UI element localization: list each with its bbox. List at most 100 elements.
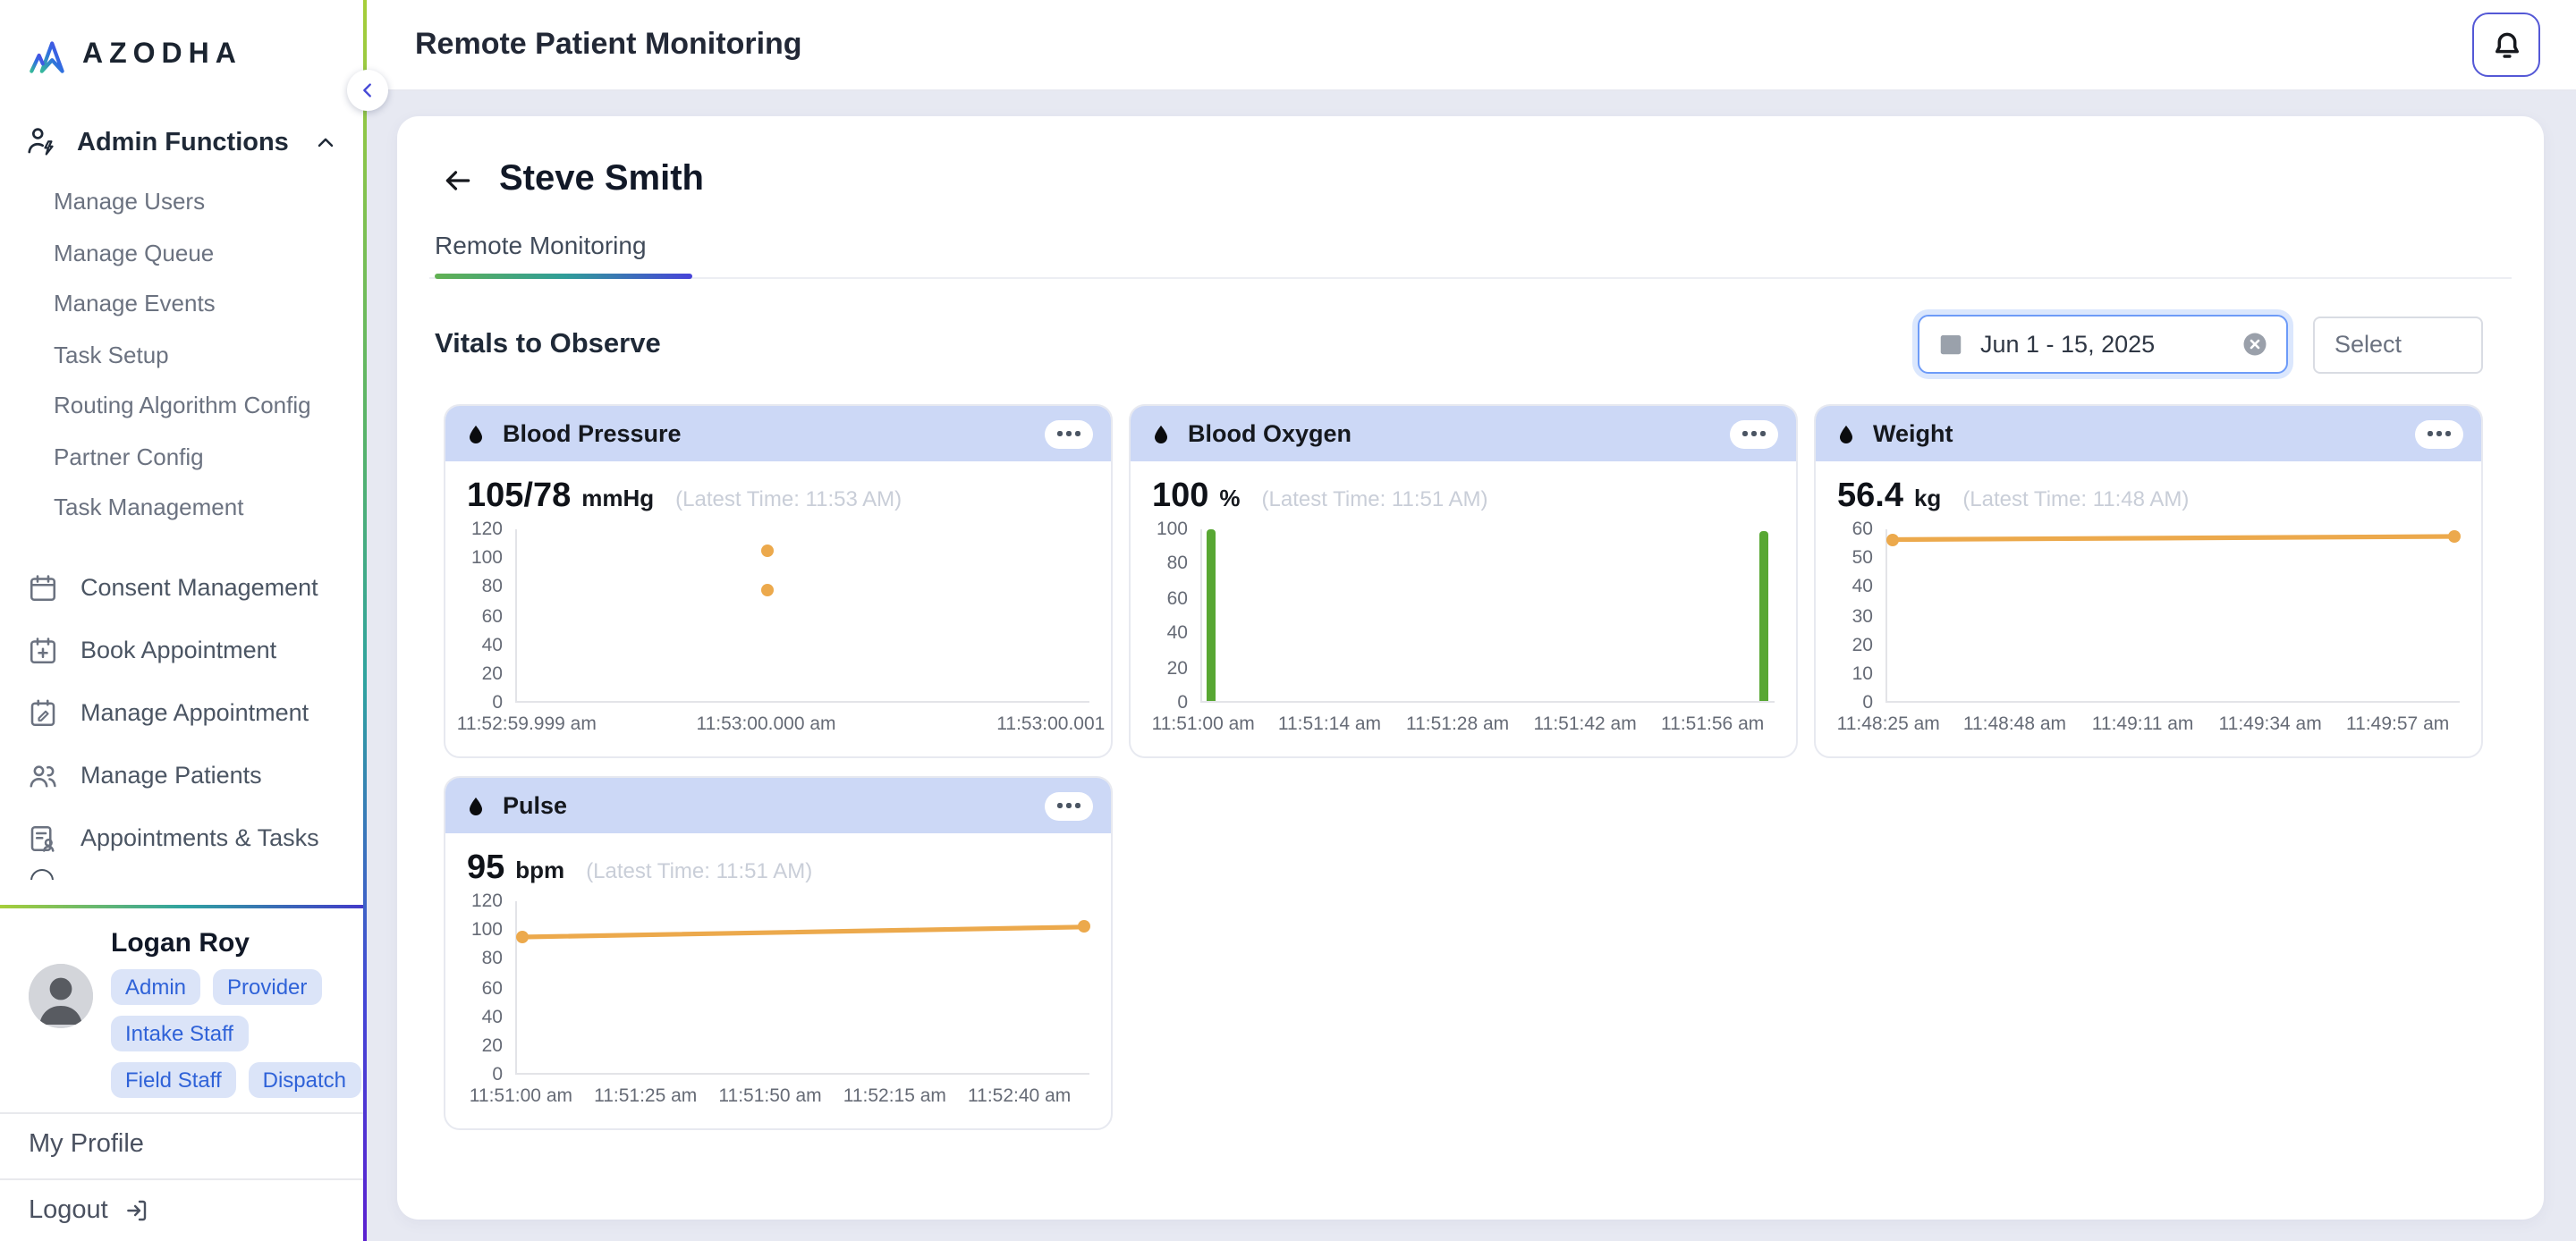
y-tick-label: 0 bbox=[492, 692, 503, 713]
y-tick-label: 20 bbox=[1852, 634, 1873, 656]
x-axis: 11:51:00 am 11:51:25 am 11:51:50 am 11:52:1… bbox=[470, 1075, 1089, 1110]
calendar-plus-icon bbox=[30, 637, 56, 663]
calendar-icon bbox=[1940, 335, 1962, 355]
sidebar-collapse-button[interactable] bbox=[347, 70, 388, 111]
x-tick-label: 11:51:50 am bbox=[718, 1085, 822, 1107]
sidebar-item-manage-patients[interactable]: Manage Patients bbox=[0, 744, 367, 806]
x-tick-label: 11:52:15 am bbox=[843, 1085, 946, 1107]
reading-value: 56.4 bbox=[1837, 477, 1903, 515]
y-tick-label: 20 bbox=[481, 663, 503, 685]
azodha-logo-icon bbox=[30, 40, 64, 72]
x-tick-label: 11:52:59.999 am bbox=[456, 713, 597, 735]
reading-value: 100 bbox=[1152, 477, 1209, 515]
y-tick-label: 0 bbox=[1862, 692, 1873, 713]
y-tick-label: 120 bbox=[470, 519, 503, 540]
card-menu-button[interactable] bbox=[1045, 419, 1093, 448]
patient-panel: Steve Smith Remote Monitoring Vitals to … bbox=[397, 116, 2544, 1220]
vital-card-blood-pressure: Blood Pressure 105/78 mmHg (Latest Time:… bbox=[444, 404, 1113, 758]
data-point bbox=[1077, 920, 1090, 933]
reading-unit: mmHg bbox=[581, 485, 655, 511]
data-point bbox=[2447, 530, 2461, 543]
brand-name: AZODHA bbox=[82, 39, 242, 70]
date-range-picker[interactable]: Jun 1 - 15, 2025 bbox=[1918, 315, 2288, 374]
blood-oxygen-chart: 100 80 60 40 20 0 11:51:00 am 11:51:14 am 11:51… bbox=[1151, 519, 1775, 739]
sidebar-menu: Consent Management Book Appointment Mana… bbox=[0, 556, 367, 880]
card-menu-button[interactable] bbox=[1730, 419, 1778, 448]
plot-area bbox=[515, 901, 1089, 1075]
top-header: Remote Patient Monitoring bbox=[367, 0, 2576, 89]
plot-area bbox=[1885, 529, 2460, 703]
x-axis: 11:48:25 am 11:48:48 am 11:49:11 am 11:49:3… bbox=[1837, 703, 2460, 739]
sidebar-item-manage-queue[interactable]: Manage Queue bbox=[54, 239, 215, 266]
card-menu-button[interactable] bbox=[2415, 419, 2463, 448]
tab-label: Remote Monitoring bbox=[435, 231, 647, 259]
reading-unit: % bbox=[1219, 485, 1241, 511]
date-range-value: Jun 1 - 15, 2025 bbox=[1980, 331, 2156, 358]
back-button[interactable] bbox=[440, 162, 476, 198]
sidebar-item-consent-management[interactable]: Consent Management bbox=[0, 556, 367, 619]
sidebar-item-admin-functions[interactable]: Admin Functions bbox=[0, 114, 367, 170]
sidebar-item-partner-config[interactable]: Partner Config bbox=[54, 443, 204, 469]
vital-card-weight: Weight 56.4 kg (Latest Time: 11:48 AM) 6… bbox=[1814, 404, 2483, 758]
sidebar-item-appointments-tasks[interactable]: Appointments & Tasks bbox=[0, 806, 367, 869]
droplet-icon bbox=[470, 425, 482, 443]
line-series bbox=[517, 901, 1089, 1073]
x-tick-label: 11:53:00.001 am bbox=[996, 713, 1111, 735]
sidebar-item-manage-events[interactable]: Manage Events bbox=[54, 290, 216, 317]
y-tick-label: 100 bbox=[1156, 519, 1188, 540]
section-title: Vitals to Observe bbox=[435, 328, 661, 359]
vital-title: Blood Pressure bbox=[503, 420, 682, 447]
sidebar-item-clipped bbox=[0, 869, 367, 880]
y-tick-label: 80 bbox=[481, 948, 503, 970]
reading-timestamp: (Latest Time: 11:53 AM) bbox=[675, 486, 902, 511]
main-area: Remote Patient Monitoring Steve Smith bbox=[367, 0, 2576, 1241]
x-tick-label: 11:53:00.000 am bbox=[696, 713, 836, 735]
plot-area bbox=[1200, 529, 1775, 703]
y-tick-label: 120 bbox=[470, 891, 503, 912]
x-tick-label: 11:51:56 am bbox=[1661, 713, 1765, 735]
droplet-icon bbox=[1840, 425, 1852, 443]
tab-remote-monitoring[interactable]: Remote Monitoring bbox=[435, 231, 694, 279]
user-lightning-icon bbox=[28, 128, 54, 156]
logout-link[interactable]: Logout bbox=[0, 1178, 367, 1241]
vitals-select[interactable]: Select bbox=[2313, 316, 2483, 373]
tab-bar: Remote Monitoring bbox=[429, 231, 2512, 279]
data-point bbox=[760, 545, 774, 557]
role-badge-field-staff: Field Staff bbox=[111, 1062, 236, 1098]
y-axis: 120 100 80 60 40 20 0 bbox=[467, 891, 515, 1085]
card-menu-button[interactable] bbox=[1045, 791, 1093, 820]
bar bbox=[1759, 530, 1769, 701]
plot-area bbox=[515, 529, 1089, 703]
vital-card-blood-oxygen: Blood Oxygen 100 % (Latest Time: 11:51 A… bbox=[1129, 404, 1798, 758]
sidebar-item-book-appointment[interactable]: Book Appointment bbox=[0, 619, 367, 681]
y-axis: 60 50 40 30 20 10 0 bbox=[1837, 519, 1885, 713]
sidebar-item-task-setup[interactable]: Task Setup bbox=[54, 341, 169, 367]
role-badge-intake-staff: Intake Staff bbox=[111, 1016, 248, 1051]
x-tick-label: 11:49:34 am bbox=[2218, 713, 2322, 735]
sidebar-item-task-management[interactable]: Task Management bbox=[54, 494, 244, 520]
menu-label: Consent Management bbox=[80, 574, 318, 601]
y-tick-label: 60 bbox=[481, 605, 503, 627]
notifications-button[interactable] bbox=[2472, 13, 2540, 77]
person-silhouette-icon bbox=[29, 964, 93, 1028]
avatar bbox=[29, 964, 93, 1028]
sidebar-accent-line bbox=[363, 0, 367, 1241]
x-tick-label: 11:51:00 am bbox=[469, 1085, 573, 1107]
y-tick-label: 100 bbox=[470, 919, 503, 941]
sidebar-item-routing-algorithm-config[interactable]: Routing Algorithm Config bbox=[54, 392, 311, 418]
x-tick-label: 11:49:11 am bbox=[2091, 713, 2194, 735]
sidebar-item-manage-appointment[interactable]: Manage Appointment bbox=[0, 681, 367, 744]
menu-label: Appointments & Tasks bbox=[80, 824, 319, 851]
menu-label: Manage Appointment bbox=[80, 699, 309, 726]
x-axis: 11:52:59.999 am 11:53:00.000 am 11:53:00.0… bbox=[457, 703, 1111, 739]
reading-timestamp: (Latest Time: 11:51 AM) bbox=[586, 858, 813, 883]
x-tick-label: 11:51:00 am bbox=[1151, 713, 1255, 735]
my-profile-link[interactable]: My Profile bbox=[0, 1112, 367, 1175]
sidebar-item-manage-users[interactable]: Manage Users bbox=[54, 188, 206, 215]
clear-date-button[interactable] bbox=[2241, 331, 2268, 358]
arrow-left-icon bbox=[445, 170, 470, 190]
select-placeholder: Select bbox=[2334, 331, 2402, 358]
patient-name: Steve Smith bbox=[499, 159, 704, 198]
reading-unit: bpm bbox=[515, 857, 565, 883]
data-point bbox=[516, 931, 530, 943]
